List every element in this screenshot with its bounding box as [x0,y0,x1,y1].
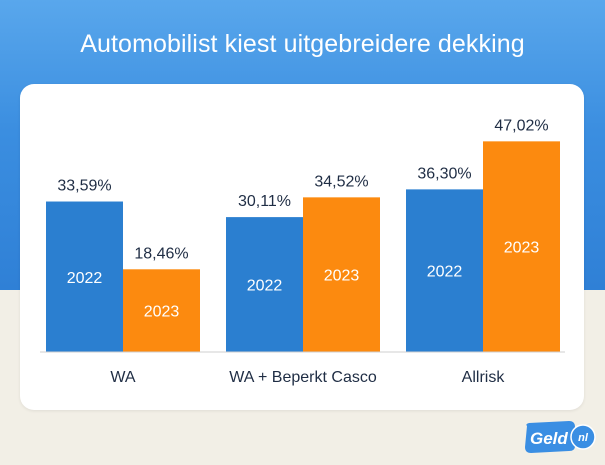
bar-2023-2 [483,141,560,352]
data-label-2022-2: 36,30% [417,165,471,182]
geld-nl-logo: Geld nl [525,421,596,453]
category-label-2: Allrisk [462,369,506,386]
data-label-2023-2: 47,02% [494,117,548,134]
bar-series-label-2022-0: 2022 [67,270,103,287]
bar-2022-0 [46,201,123,352]
logo-suffix: nl [578,432,589,444]
data-label-2022-1: 30,11% [238,193,291,210]
bar-series-label-2023-0: 2023 [144,304,180,321]
data-label-2023-0: 18,46% [134,245,188,262]
bar-series-label-2023-2: 2023 [504,240,540,257]
chart-title: Automobilist kiest uitgebreidere dekking [80,30,525,58]
bar-2022-1 [226,217,303,352]
category-labels: WA WA + Beperkt Casco Allrisk [110,369,505,386]
bar-series-label-2022-2: 2022 [427,264,463,281]
category-label-0: WA [110,369,136,386]
bar-2023-0 [123,269,200,352]
bar-2022-2 [406,189,483,352]
bars-group: 33,59% 2022 18,46% 2023 30,11% 2022 34,52% 2023… [46,117,560,352]
data-label-2022-0: 33,59% [57,178,111,195]
data-label-2023-1: 34,52% [314,173,368,190]
logo-text: Geld [530,429,568,448]
bar-series-label-2023-1: 2023 [324,268,360,285]
bar-2023-1 [303,197,380,352]
category-label-1: WA + Beperkt Casco [229,369,377,386]
bar-series-label-2022-1: 2022 [247,278,283,295]
